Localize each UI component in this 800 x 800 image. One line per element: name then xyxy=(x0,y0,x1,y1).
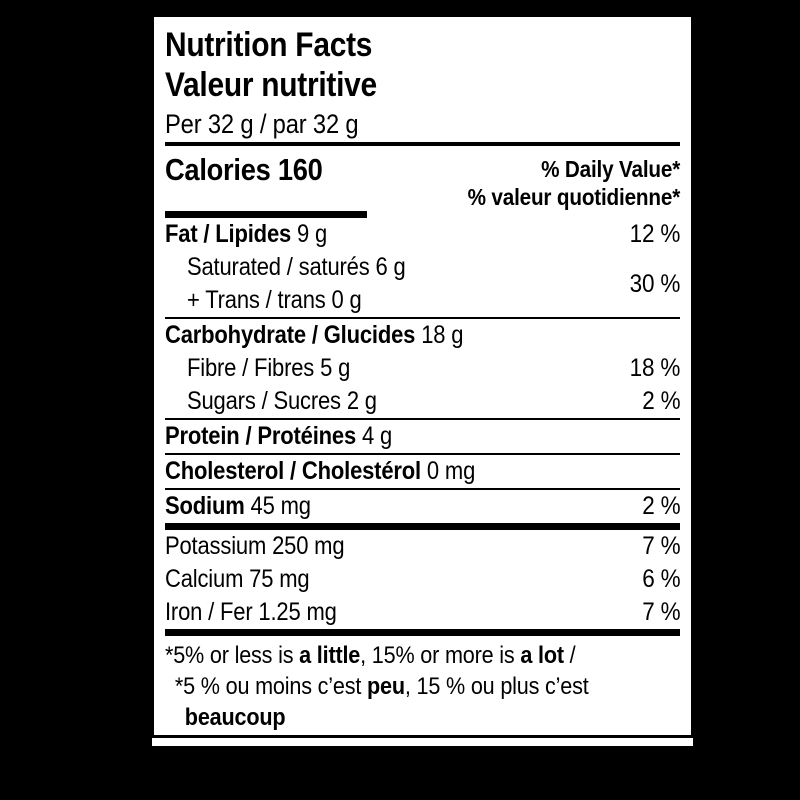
saturated-name: Saturated / saturés xyxy=(187,253,370,281)
cholesterol-label: Cholesterol / Cholestérol 0 mg xyxy=(165,455,475,488)
protein-label: Protein / Protéines 4 g xyxy=(165,420,392,453)
table-row-carbohydrate: Carbohydrate / Glucides 18 g xyxy=(165,319,680,352)
footnote-l1-e: / xyxy=(563,642,576,669)
carbohydrate-name: Carbohydrate / Glucides xyxy=(165,321,416,349)
table-row-cholesterol: Cholesterol / Cholestérol 0 mg xyxy=(165,455,680,488)
iron-amount: 1.25 mg xyxy=(258,598,337,626)
calories-underline xyxy=(165,211,367,218)
table-row-sugars: Sugars / Sucres 2 g 2 % xyxy=(165,385,680,418)
fibre-percent: 18 % xyxy=(629,354,680,382)
table-row-fat: Fat / Lipides 9 g 12 % xyxy=(165,218,680,251)
sodium-label: Sodium 45 mg xyxy=(165,490,311,523)
iron-percent: 7 % xyxy=(641,598,680,626)
footnote-l1-a: *5% or less is xyxy=(165,642,300,669)
trans-amount: 0 g xyxy=(331,286,362,314)
saturated-trans-percent: 30 % xyxy=(629,269,680,298)
table-row-calcium: Calcium 75 mg 6 % xyxy=(165,563,680,596)
footnote-line-beaucoup: beaucoup xyxy=(165,702,629,733)
saturated-amount: 6 g xyxy=(375,253,406,281)
footnote-line-english: *5% or less is a little, 15% or more is … xyxy=(165,640,629,671)
fat-name: Fat / Lipides xyxy=(165,220,292,248)
panel-bottom-strip xyxy=(152,738,693,746)
footnote: *5% or less is a little, 15% or more is … xyxy=(165,636,680,733)
daily-value-heading: % Daily Value* % valeur quotidienne* xyxy=(444,151,681,211)
carbohydrate-label: Carbohydrate / Glucides 18 g xyxy=(165,319,463,352)
rule-above-footnote xyxy=(165,629,680,636)
saturated-trans-group: Saturated / saturés 6 g + Trans / trans … xyxy=(165,251,680,317)
table-row-fibre: Fibre / Fibres 5 g 18 % xyxy=(165,352,680,385)
calories-row: Calories 160 % Daily Value* % valeur quo… xyxy=(165,146,680,211)
footnote-l2-c: , 15 % ou plus c’est xyxy=(404,673,589,700)
potassium-name: Potassium xyxy=(165,532,267,560)
protein-amount: 4 g xyxy=(361,422,393,450)
rule-below-protein xyxy=(165,453,680,455)
nutrition-facts-panel: Nutrition Facts Valeur nutritive Per 32 … xyxy=(152,15,693,737)
serving-size: Per 32 g / par 32 g xyxy=(165,109,359,139)
fat-label: Fat / Lipides 9 g xyxy=(165,218,327,251)
table-row-saturated: Saturated / saturés 6 g xyxy=(165,251,406,284)
sugars-percent: 2 % xyxy=(641,387,680,415)
footnote-l2-peu: peu xyxy=(366,673,405,700)
calcium-percent: 6 % xyxy=(641,565,680,593)
potassium-amount: 250 mg xyxy=(272,532,345,560)
calcium-label: Calcium 75 mg xyxy=(165,563,310,596)
calcium-name: Calcium xyxy=(165,565,244,593)
table-row-sodium: Sodium 45 mg 2 % xyxy=(165,490,680,523)
table-row-protein: Protein / Protéines 4 g xyxy=(165,420,680,453)
cholesterol-amount: 0 mg xyxy=(426,457,476,485)
sodium-amount: 45 mg xyxy=(250,492,311,520)
sugars-amount: 2 g xyxy=(346,387,377,415)
potassium-label: Potassium 250 mg xyxy=(165,530,345,563)
rule-below-fat xyxy=(165,317,680,319)
potassium-percent: 7 % xyxy=(641,532,680,560)
footnote-line-french: *5 % ou moins c’est peu, 15 % ou plus c’… xyxy=(165,671,629,702)
sugars-label: Sugars / Sucres 2 g xyxy=(165,385,377,418)
iron-name: Iron / Fer xyxy=(165,598,253,626)
footnote-l1-little: a little xyxy=(299,642,361,669)
fibre-amount: 5 g xyxy=(320,354,351,382)
iron-label: Iron / Fer 1.25 mg xyxy=(165,596,337,629)
fibre-name: Fibre / Fibres xyxy=(187,354,315,382)
rule-below-carbohydrate xyxy=(165,418,680,420)
rule-above-minerals xyxy=(165,523,680,530)
protein-name: Protein / Protéines xyxy=(165,422,357,450)
footnote-l1-c: , 15% or more is xyxy=(360,642,521,669)
fibre-label: Fibre / Fibres 5 g xyxy=(165,352,350,385)
daily-value-label-english: % Daily Value* xyxy=(540,156,680,182)
cholesterol-name: Cholesterol / Cholestérol xyxy=(165,457,421,485)
panel-title-french: Valeur nutritive xyxy=(165,66,377,104)
rule-below-serving xyxy=(165,142,680,146)
panel-title-english: Nutrition Facts xyxy=(165,26,373,64)
sodium-percent: 2 % xyxy=(641,492,680,520)
fat-amount: 9 g xyxy=(297,220,328,248)
footnote-l2-a: *5 % ou moins c’est xyxy=(174,673,367,700)
daily-value-label-french: % valeur quotidienne* xyxy=(467,184,681,210)
sugars-name: Sugars / Sucres xyxy=(187,387,341,415)
calcium-amount: 75 mg xyxy=(249,565,310,593)
fat-percent: 12 % xyxy=(629,220,680,248)
sodium-name: Sodium xyxy=(165,492,245,520)
trans-name: + Trans / trans xyxy=(187,286,326,314)
table-row-iron: Iron / Fer 1.25 mg 7 % xyxy=(165,596,680,629)
table-row-trans: + Trans / trans 0 g xyxy=(165,284,406,317)
calories-value: Calories 160 xyxy=(165,152,323,187)
carbohydrate-amount: 18 g xyxy=(421,321,464,349)
table-row-potassium: Potassium 250 mg 7 % xyxy=(165,530,680,563)
rule-below-cholesterol xyxy=(165,488,680,490)
footnote-l1-alot: a lot xyxy=(520,642,564,669)
footnote-l3-beaucoup: beaucoup xyxy=(184,704,286,731)
